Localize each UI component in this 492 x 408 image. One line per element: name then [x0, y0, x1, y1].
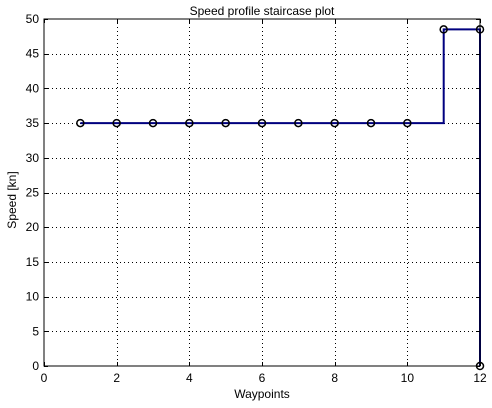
x-axis-label: Waypoints [234, 387, 290, 401]
x-tick-label: 2 [113, 371, 120, 385]
y-tick-label: 5 [32, 324, 39, 338]
x-tick-label: 6 [259, 371, 266, 385]
y-tick-label: 50 [26, 12, 40, 26]
axis-ticks [44, 19, 481, 367]
data-point-marker [257, 118, 267, 128]
data-point-marker [221, 118, 230, 128]
data-point-marker [112, 118, 121, 128]
data-point-marker [185, 118, 194, 128]
data-point-marker [366, 118, 376, 128]
x-tick-label: 12 [473, 371, 487, 385]
y-tick-label: 25 [26, 186, 40, 200]
data-point-marker [148, 118, 158, 128]
series-line [80, 28, 481, 366]
y-axis-label: Speed [kn] [5, 171, 19, 228]
tick-labels: 0 2 4 6 8 10 12 0 5 10 15 20 25 30 35 40 45 50 [26, 12, 487, 385]
plot-area [44, 19, 480, 366]
y-tick-label: 0 [32, 359, 39, 373]
chart-title: Speed profile staircase plot [190, 4, 335, 18]
y-tick-label: 40 [26, 81, 40, 95]
data-point-marker [76, 118, 85, 128]
x-tick-label: 10 [401, 371, 415, 385]
y-tick-label: 10 [26, 290, 40, 304]
data-point-marker [330, 118, 339, 128]
x-tick-label: 4 [186, 371, 193, 385]
data-point-marker [403, 118, 412, 128]
y-tick-label: 20 [26, 220, 40, 234]
data-point-marker [439, 25, 448, 34]
x-tick-label: 0 [41, 371, 48, 385]
y-tick-label: 30 [26, 151, 40, 165]
y-tick-label: 45 [26, 47, 40, 61]
y-tick-label: 15 [26, 255, 40, 269]
data-point-marker [294, 118, 303, 128]
x-tick-label: 8 [331, 371, 338, 385]
series-layer [80, 28, 481, 366]
y-tick-label: 35 [26, 116, 40, 130]
